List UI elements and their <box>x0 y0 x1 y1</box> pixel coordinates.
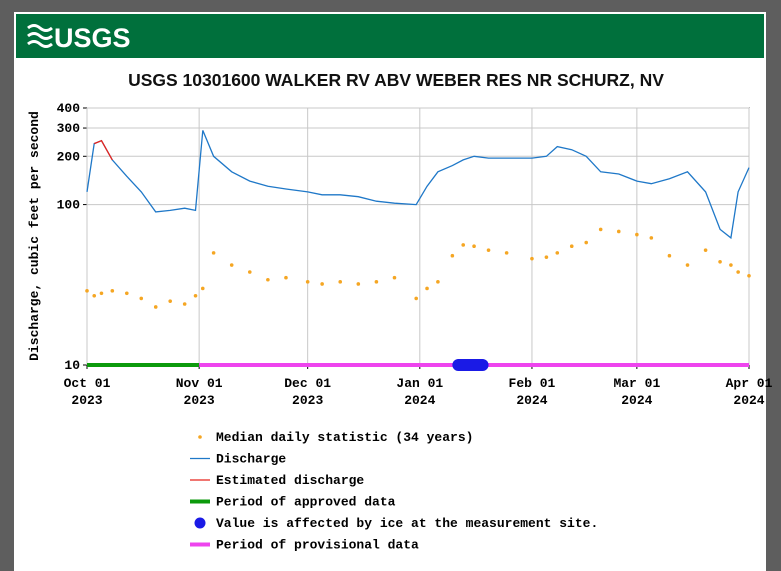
median-point <box>284 275 288 280</box>
median-point <box>338 280 343 284</box>
median-point <box>374 280 379 284</box>
median-point <box>569 244 574 249</box>
median-point <box>736 270 740 274</box>
series-line <box>86 130 750 240</box>
legend-swatch <box>190 542 210 547</box>
median-point <box>472 244 476 249</box>
median-point <box>530 256 534 261</box>
median-point <box>703 248 708 252</box>
x-tick-label-line: 2023 <box>292 393 323 408</box>
x-tick-label-line: Dec 01 <box>284 376 331 391</box>
median-point <box>211 251 216 255</box>
y-tick-label: 100 <box>57 198 81 213</box>
median-point <box>544 255 549 259</box>
wave <box>27 40 53 48</box>
y-axis-label: Discharge, cubic feet per second <box>27 111 42 361</box>
median-point <box>598 227 603 232</box>
median-point <box>99 291 104 296</box>
legend-swatch <box>190 499 210 504</box>
x-tick-label-line: Jan 01 <box>396 376 443 391</box>
median-point <box>200 286 205 291</box>
median-point <box>584 240 589 245</box>
median-point <box>320 282 324 286</box>
median-point <box>153 305 158 309</box>
x-tick-label-line: Nov 01 <box>176 376 223 391</box>
x-tick-label: Oct 01 2023 <box>64 376 111 408</box>
median-point <box>555 251 560 255</box>
legend-label: Median daily statistic (34 years) <box>216 430 473 445</box>
x-tick-label-line: 2024 <box>621 393 652 408</box>
median-point <box>486 248 491 252</box>
period-bar <box>87 363 200 367</box>
median-point <box>139 296 144 301</box>
median-point <box>266 277 270 282</box>
median-point <box>356 282 361 286</box>
chart-title: USGS 10301600 WALKER RV ABV WEBER RES NR… <box>128 70 664 90</box>
median-point <box>168 299 173 303</box>
median-point <box>729 263 733 267</box>
median-point <box>92 294 97 298</box>
x-tick-label: Mar 01 2024 <box>613 376 660 408</box>
legend-swatch <box>194 517 206 529</box>
median-point <box>635 232 639 237</box>
series-line <box>93 139 113 161</box>
wave <box>27 24 53 32</box>
x-tick-label-line: 2023 <box>71 393 102 408</box>
y-tick-label: 10 <box>64 358 80 373</box>
legend-label: Value is affected by ice at the measurem… <box>216 516 598 531</box>
legend-label: Period of provisional data <box>216 538 419 553</box>
median-point <box>649 236 654 240</box>
x-tick-label-line: Mar 01 <box>613 376 660 391</box>
median-point <box>616 229 621 234</box>
median-point <box>667 253 672 258</box>
x-tick-label-line: Feb 01 <box>509 376 556 391</box>
x-tick-label: Feb 01 2024 <box>509 376 556 408</box>
panel <box>14 12 766 571</box>
x-tick-label: Nov 01 2023 <box>176 376 223 408</box>
median-point <box>504 251 509 255</box>
median-point <box>436 280 440 284</box>
median-point <box>450 253 455 258</box>
x-tick-label-line: Oct 01 <box>64 376 111 391</box>
period-bar <box>452 359 489 371</box>
header-bar <box>16 14 764 58</box>
median-point <box>229 263 234 267</box>
median-point <box>124 291 129 296</box>
legend-label: Discharge <box>216 452 286 467</box>
logo-waves <box>27 24 53 48</box>
legend-label: Period of approved data <box>216 495 396 510</box>
median-point <box>193 294 198 298</box>
median-point <box>461 243 466 247</box>
y-tick-label: 200 <box>57 149 81 164</box>
y-tick-label: 400 <box>57 101 81 116</box>
legend-swatch <box>198 435 202 439</box>
median-point <box>182 302 187 306</box>
median-point <box>414 296 418 301</box>
median-point <box>425 286 429 291</box>
median-point <box>85 289 89 293</box>
median-point <box>747 273 751 278</box>
wave <box>27 32 53 40</box>
median-point <box>392 275 397 280</box>
y-tick-label: 300 <box>57 121 81 136</box>
x-tick-label-line: 2024 <box>733 393 764 408</box>
x-tick-label-line: 2023 <box>184 393 215 408</box>
x-tick-label: Apr 01 2024 <box>726 376 773 408</box>
x-tick-label-line: 2024 <box>404 393 435 408</box>
x-tick-label-line: Apr 01 <box>726 376 773 391</box>
median-point <box>718 259 722 264</box>
median-point <box>685 263 690 267</box>
legend-label: Estimated discharge <box>216 473 364 488</box>
x-tick-label-line: 2024 <box>516 393 547 408</box>
median-point <box>305 280 310 284</box>
logo-text: USGS <box>54 23 131 53</box>
median-point <box>110 289 115 293</box>
x-tick-label: Dec 01 2023 <box>284 376 331 408</box>
median-point <box>247 270 252 274</box>
x-tick-label: Jan 01 2024 <box>396 376 443 408</box>
